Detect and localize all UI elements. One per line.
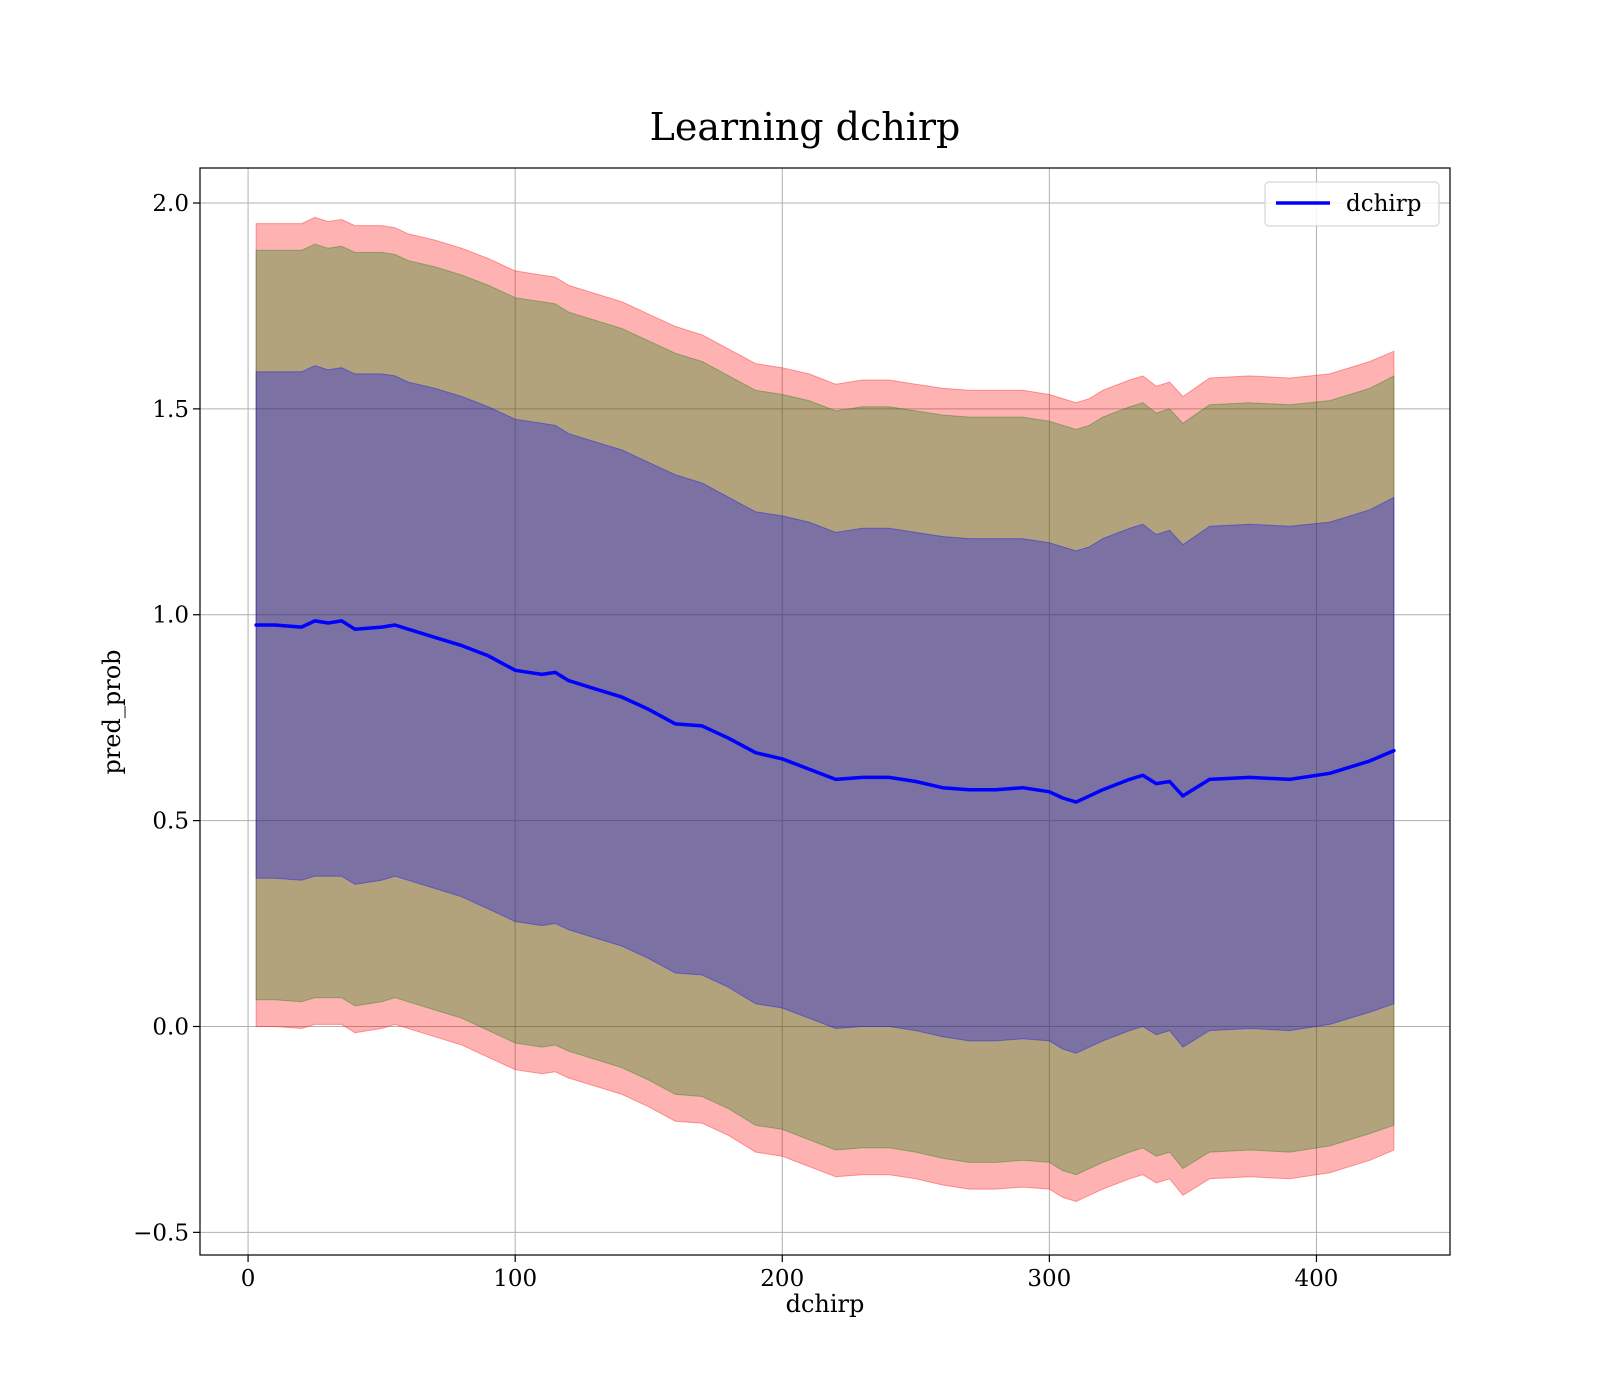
chart-title: Learning dchirp [650, 105, 961, 149]
legend: dchirp [1264, 181, 1440, 227]
plot-frame [199, 167, 1451, 1256]
grid-lines [200, 168, 1450, 1255]
series-lines [254, 619, 1396, 804]
y-tick-label: 0.0 [152, 1014, 189, 1040]
y-axis-label: pred_prob [98, 649, 126, 774]
legend-box [1264, 181, 1440, 227]
legend-label: dchirp [1346, 191, 1422, 217]
confidence-bands [255, 216, 1395, 1203]
y-tick-label: 0.5 [152, 809, 189, 835]
y-tick-label: 1.5 [152, 397, 189, 423]
x-axis-ticks: 0 100 200 300 400 [241, 1255, 1338, 1292]
x-axis-label: dchirp [786, 1290, 865, 1318]
plot-background [200, 168, 1450, 1255]
y-axis-ticks: −0.5 0.0 0.5 1.0 1.5 2.0 [133, 191, 200, 1246]
x-tick-label: 100 [493, 1266, 537, 1292]
x-tick-label: 0 [241, 1266, 256, 1292]
x-tick-label: 300 [1027, 1266, 1071, 1292]
y-tick-label: 2.0 [152, 191, 189, 217]
plot-area [199, 167, 1451, 1256]
y-tick-label: −0.5 [133, 1220, 189, 1246]
y-tick-label: 1.0 [152, 603, 189, 629]
confidence-band-2 [255, 243, 1395, 1176]
confidence-band-3 [255, 365, 1395, 1054]
x-tick-label: 200 [760, 1266, 804, 1292]
confidence-band-1 [255, 216, 1395, 1203]
series-line-dchirp [254, 619, 1396, 804]
x-tick-label: 400 [1294, 1266, 1338, 1292]
